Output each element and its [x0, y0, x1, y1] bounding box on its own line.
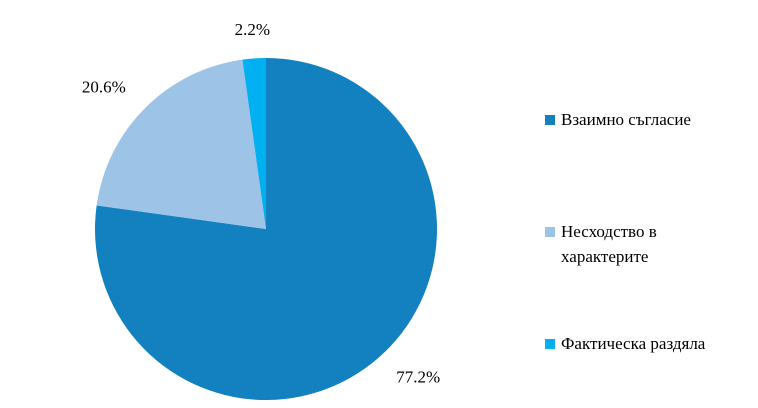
legend-label: Несходство в характерите: [561, 222, 657, 266]
legend-item: Взаимно съгласие: [545, 107, 745, 132]
data-label: 77.2%: [396, 368, 440, 387]
pie-slice: [242, 58, 266, 229]
legend-swatch: [545, 115, 555, 125]
legend-item: Несходство в характерите: [545, 219, 745, 269]
legend: Взаимно съгласие Несходство в характерите…: [545, 0, 745, 408]
legend-swatch: [545, 227, 555, 237]
pie-slice: [96, 59, 266, 229]
legend-item: Фактическа раздяла: [545, 331, 745, 356]
legend-swatch: [545, 339, 555, 349]
legend-label: Фактическа раздяла: [561, 334, 706, 353]
data-label: 20.6%: [82, 78, 126, 97]
legend-label: Взаимно съгласие: [561, 110, 691, 129]
data-label: 2.2%: [235, 20, 270, 39]
